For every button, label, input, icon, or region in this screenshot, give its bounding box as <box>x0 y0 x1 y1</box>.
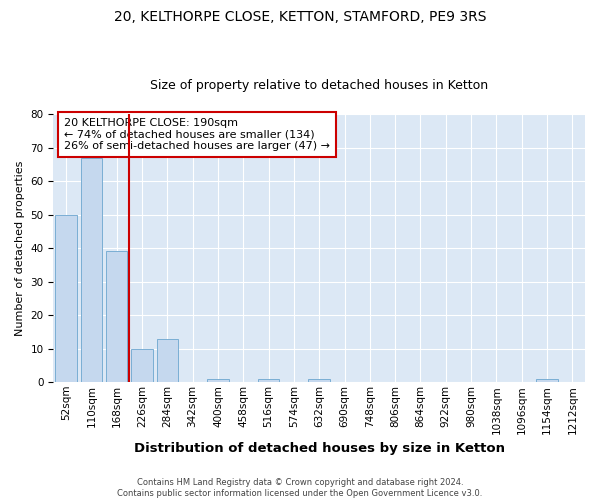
Bar <box>106 252 127 382</box>
Text: 20 KELTHORPE CLOSE: 190sqm
← 74% of detached houses are smaller (134)
26% of sem: 20 KELTHORPE CLOSE: 190sqm ← 74% of deta… <box>64 118 330 151</box>
Text: Contains HM Land Registry data © Crown copyright and database right 2024.
Contai: Contains HM Land Registry data © Crown c… <box>118 478 482 498</box>
Title: Size of property relative to detached houses in Ketton: Size of property relative to detached ho… <box>150 79 488 92</box>
Bar <box>157 338 178 382</box>
X-axis label: Distribution of detached houses by size in Ketton: Distribution of detached houses by size … <box>134 442 505 455</box>
Bar <box>308 379 330 382</box>
Text: 20, KELTHORPE CLOSE, KETTON, STAMFORD, PE9 3RS: 20, KELTHORPE CLOSE, KETTON, STAMFORD, P… <box>114 10 486 24</box>
Bar <box>55 214 77 382</box>
Bar <box>131 348 153 382</box>
Y-axis label: Number of detached properties: Number of detached properties <box>15 160 25 336</box>
Bar <box>258 379 280 382</box>
Bar <box>536 379 558 382</box>
Bar <box>80 158 102 382</box>
Bar <box>207 379 229 382</box>
